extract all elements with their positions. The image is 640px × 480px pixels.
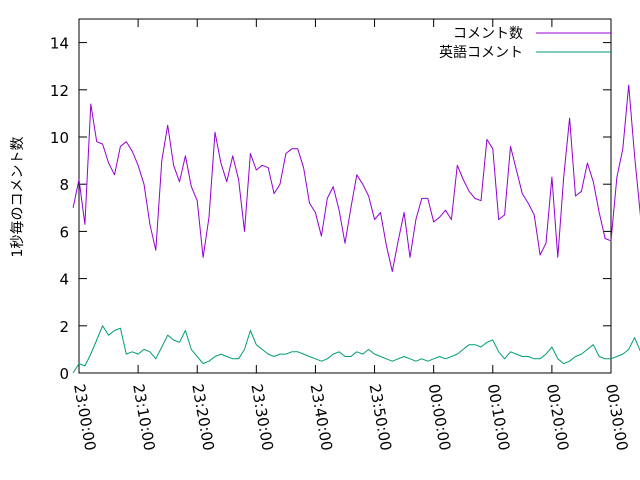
- y-tick-label: 12: [50, 82, 69, 100]
- y-tick-label: 14: [50, 35, 69, 53]
- x-axis-ticks: 23:00:00 23:10:00 23:20:00 23:30:00 23:40:00…: [70, 19, 631, 452]
- x-tick-label: 00:20:00: [543, 383, 572, 452]
- series-line-1: [72, 84, 640, 272]
- y-tick-label: 8: [59, 176, 69, 194]
- legend-label-2: 英語コメント: [439, 44, 523, 61]
- x-tick-label: 23:10:00: [129, 383, 158, 452]
- y-axis-ticks: 0 2 4 6 8 10 12 14: [50, 35, 611, 383]
- y-axis-label: 1秒毎のコメント数: [10, 137, 26, 258]
- x-tick-label: 23:00:00: [70, 383, 99, 452]
- series-lines: [72, 84, 640, 374]
- x-tick-label: 23:40:00: [307, 383, 336, 452]
- x-tick-label: 23:20:00: [188, 383, 217, 452]
- y-tick-label: 2: [59, 318, 69, 336]
- series-line-2: [72, 325, 640, 374]
- y-tick-label: 0: [59, 365, 69, 383]
- x-tick-label: 00:10:00: [484, 383, 513, 452]
- y-tick-label: 10: [50, 129, 69, 147]
- x-tick-label: 23:30:00: [247, 383, 276, 452]
- y-tick-label: 4: [59, 271, 69, 289]
- x-tick-label: 23:50:00: [366, 383, 395, 452]
- y-tick-label: 6: [59, 223, 69, 241]
- plot-border: [78, 18, 612, 374]
- x-tick-label: 00:00:00: [425, 383, 454, 452]
- x-tick-label: 00:30:00: [602, 383, 631, 452]
- legend-label-1: コメント数: [453, 26, 523, 42]
- plot-frame: [78, 18, 612, 374]
